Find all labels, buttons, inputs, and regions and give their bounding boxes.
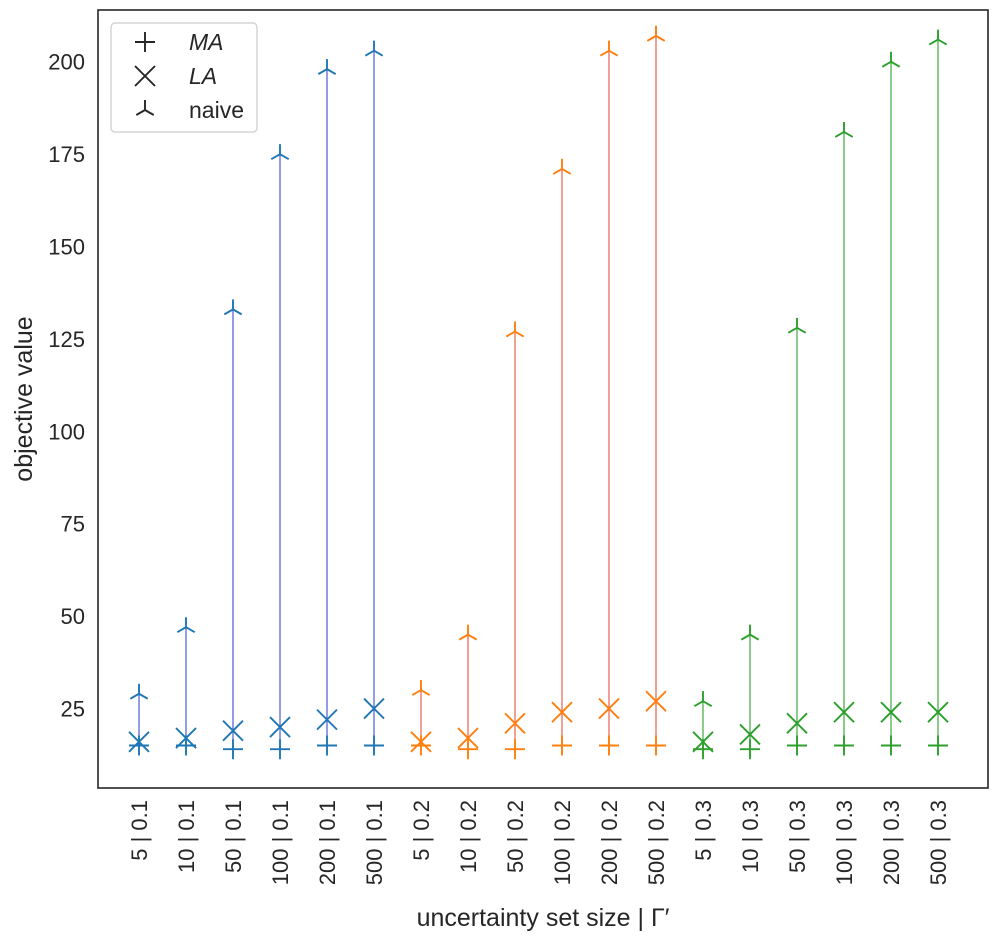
x-tick-label: 10 | 0.2 [456,800,481,873]
naive-marker [881,51,901,68]
la-marker [880,701,902,723]
la-marker [175,727,197,749]
y-axis-ticks: 25 50 75 100 125 150 175 200 [48,50,85,722]
ma-marker [270,739,290,760]
x-tick-label: 5 | 0.1 [127,800,152,861]
naive-marker [787,317,807,334]
legend-label: naive [189,97,244,123]
la-marker [833,701,855,723]
la-marker [222,720,244,742]
naive-marker [223,299,243,316]
la-marker [316,708,338,731]
naive-marker [129,683,149,700]
la-marker [363,697,385,720]
naive-marker [599,40,619,57]
y-axis-label: objective value [10,316,38,481]
chart-marks [128,25,949,760]
x-axis-ticks: 5 | 0.1 10 | 0.1 50 | 0.1 100 | 0.1 200 | 0.… [127,800,951,885]
y-tick-label: 200 [48,50,85,75]
x-tick-label: 5 | 0.2 [409,800,434,861]
plot-frame [97,9,989,789]
ma-marker [458,739,478,760]
naive-marker [505,321,525,338]
naive-marker [693,691,713,707]
la-marker [739,723,761,746]
legend-label: MA [189,29,224,55]
x-tick-label: 50 | 0.2 [503,800,528,873]
x-tick-label: 100 | 0.3 [832,800,857,885]
y-tick-label: 100 [48,419,85,444]
y-tick-label: 75 [61,512,85,537]
legend-x-icon [134,65,156,87]
y-tick-label: 50 [61,604,85,629]
y-tick-label: 175 [48,142,85,167]
ma-marker [787,735,807,756]
x-axis-label: uncertainty set size | Γ′ [417,904,670,932]
legend-label: LA [189,63,217,89]
ma-marker [740,739,760,760]
naive-marker [740,624,760,641]
naive-marker [364,40,384,57]
ma-marker [317,735,337,756]
x-tick-label: 200 | 0.1 [315,800,340,885]
naive-marker [317,59,337,75]
ma-marker [364,735,384,756]
legend-tri-down-icon [135,100,155,116]
la-marker [410,731,432,753]
y-tick-label: 25 [61,697,85,722]
x-tick-label: 10 | 0.3 [738,800,763,873]
ma-marker [505,739,525,760]
x-tick-label: 50 | 0.1 [221,800,246,873]
la-marker [457,727,479,749]
x-tick-label: 500 | 0.3 [926,800,951,885]
ma-marker [129,735,149,756]
la-marker [927,701,949,723]
x-tick-label: 50 | 0.3 [785,800,810,873]
ma-marker [223,739,243,760]
legend: MA LA naive [110,22,258,133]
ma-marker [928,735,948,756]
ma-marker [411,735,431,756]
naive-marker [928,29,948,46]
x-tick-label: 500 | 0.2 [644,800,669,885]
x-tick-label: 200 | 0.2 [597,800,622,885]
naive-marker [834,121,854,138]
ma-marker [881,735,901,756]
legend-plus-icon [135,32,155,52]
naive-marker [270,144,290,160]
ma-marker [646,735,666,756]
ma-marker [834,735,854,756]
naive-marker [411,680,431,696]
la-marker [504,712,526,734]
la-marker [786,712,808,734]
la-marker [128,731,150,753]
x-tick-label: 100 | 0.1 [268,800,293,885]
x-tick-label: 200 | 0.3 [879,800,904,885]
y-tick-label: 125 [48,327,85,352]
y-tick-label: 150 [48,235,85,260]
naive-marker [458,624,478,641]
naive-marker [646,25,666,42]
la-marker [692,731,714,753]
ma-marker [552,735,572,756]
la-marker [551,701,573,723]
naive-marker [552,158,572,175]
x-tick-label: 10 | 0.1 [174,800,199,873]
x-tick-label: 500 | 0.1 [362,800,387,885]
naive-marker [176,617,196,634]
la-marker [269,716,291,738]
x-tick-label: 100 | 0.2 [550,800,575,885]
x-tick-label: 5 | 0.3 [691,800,716,861]
ma-marker [599,735,619,756]
legend-frame [110,22,258,133]
la-marker [645,690,667,712]
plot-background [98,10,988,788]
la-marker [598,697,620,720]
